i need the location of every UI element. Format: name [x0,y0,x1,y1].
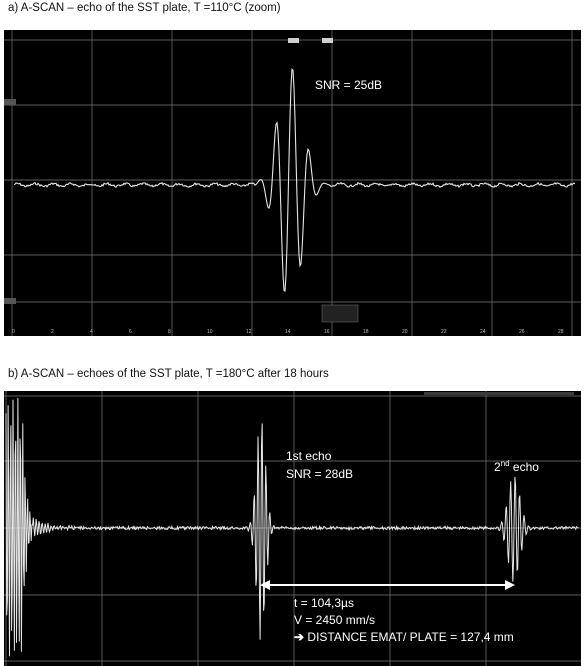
cursor-marker-2 [322,38,333,43]
readout-box [321,304,359,323]
first-echo-label: 1st echo [286,449,332,463]
first-echo-snr: SNR = 28dB [286,467,354,481]
panel-a-echo-trace [13,67,576,293]
x-tick-label: 4 [90,329,93,335]
panel-b-echoes-trace [5,397,579,657]
second-echo-label: 2nd echo [494,459,539,474]
x-tick-label: 12 [246,329,252,335]
panel-b-plot [4,391,581,666]
time-of-flight-arrow [260,580,515,590]
x-tick-label: 14 [285,329,291,335]
panel-a-oscilloscope: 0 2 4 6 8 10 12 14 16 18 20 22 24 26 28 SNR = 25dB [4,30,581,336]
x-tick-label: 0 [12,329,15,335]
distance-label: ➔ DISTANCE EMAT/ PLATE = 127,4 mm [294,630,514,644]
panel-b-caption: b) A-SCAN – echoes of the SST plate, T =… [8,368,329,380]
panel-a-caption: a) A-SCAN – echo of the SST plate, T =11… [8,2,281,14]
x-tick-label: 2 [51,329,54,335]
panel-a-snr-label: SNR = 25dB [315,78,383,92]
x-tick-label: 16 [324,329,330,335]
panel-a-grid [4,30,581,336]
x-tick-label: 18 [363,329,369,335]
x-tick-label: 8 [168,329,171,335]
velocity-label: V = 2450 mm/s [294,613,376,627]
level-marker-top [4,99,16,105]
x-tick-label: 28 [558,329,564,335]
arrow-icon: ➔ [294,630,305,644]
info-strip [424,392,574,395]
x-tick-label: 20 [402,329,408,335]
x-tick-label: 22 [441,329,447,335]
panel-a-x-ticks: 0 2 4 6 8 10 12 14 16 18 20 22 24 26 28 [12,329,564,335]
panel-b-oscilloscope: 1st echo SNR = 28dB 2nd echo t = 104,3µs… [4,391,581,666]
level-marker-bottom [4,298,16,304]
x-tick-label: 24 [480,329,486,335]
x-tick-label: 26 [519,329,525,335]
x-tick-label: 10 [207,329,213,335]
cursor-marker-1 [288,38,299,43]
time-label: t = 104,3µs [294,596,354,610]
panel-a-plot: 0 2 4 6 8 10 12 14 16 18 20 22 24 26 28 [4,30,581,336]
x-tick-label: 6 [129,329,132,335]
